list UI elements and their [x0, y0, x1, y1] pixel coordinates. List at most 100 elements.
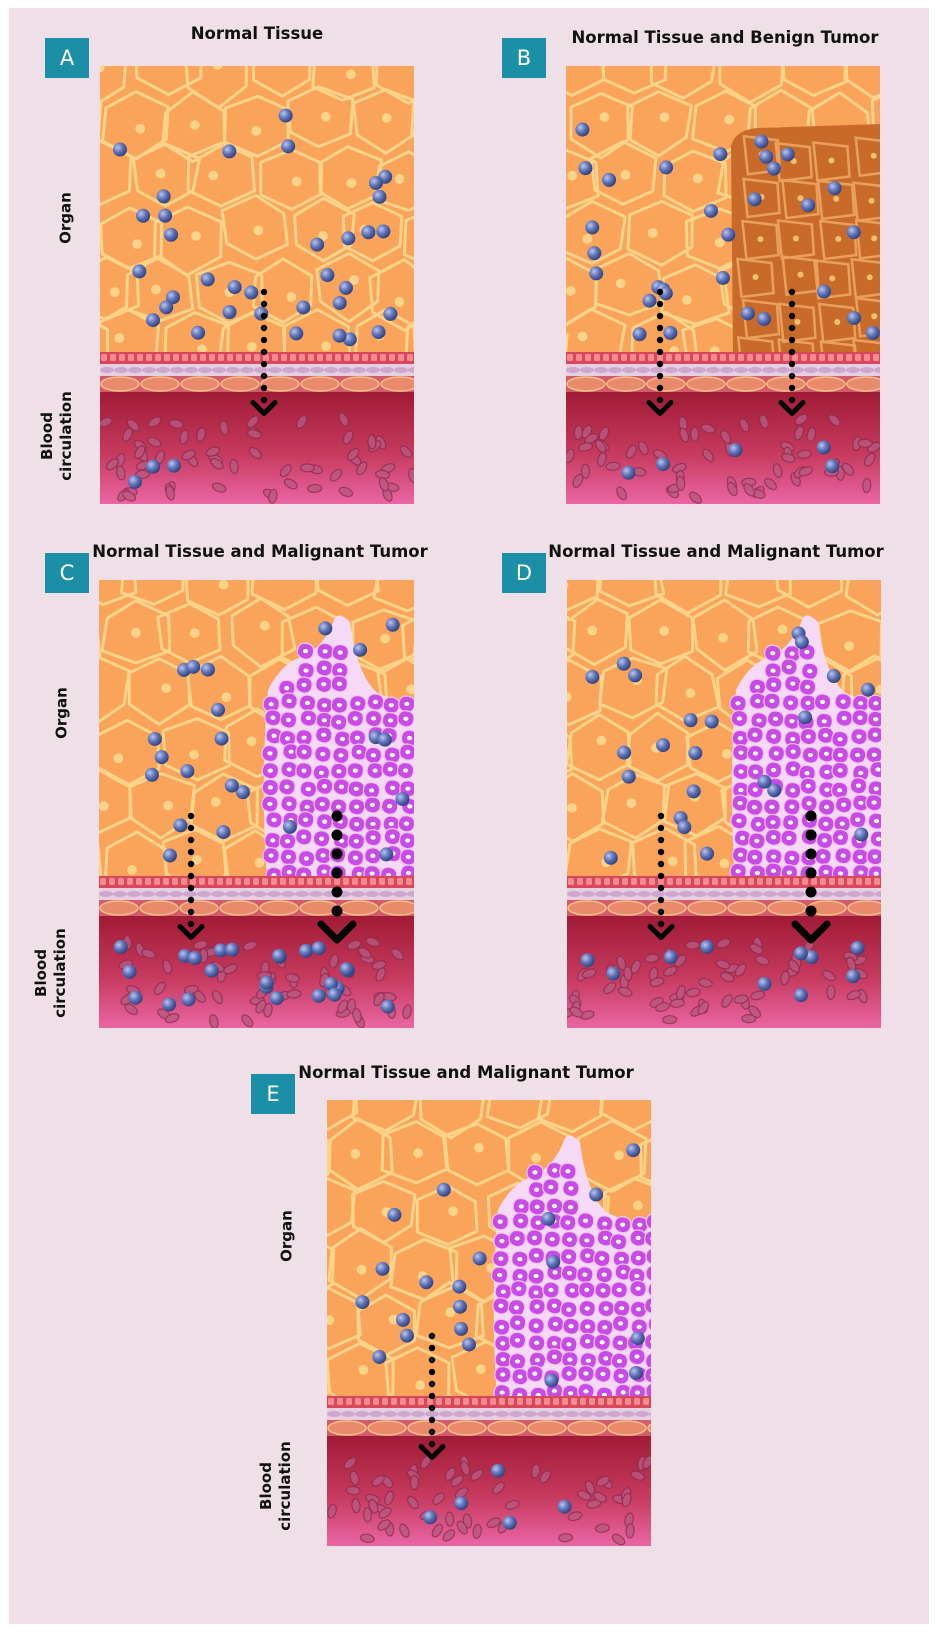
marker-particle: [704, 714, 719, 729]
marker-particle: [703, 203, 718, 218]
blood-label-line1: Blood: [257, 1462, 275, 1510]
marker-particle: [244, 285, 259, 300]
marker-particle: [128, 990, 143, 1005]
marker-particle: [385, 617, 400, 632]
marker-particle: [162, 848, 177, 863]
marker-particle: [580, 953, 595, 968]
marker-particle: [854, 827, 869, 842]
marker-particle: [339, 962, 354, 977]
marker-particle: [146, 459, 161, 474]
marker-particle: [740, 306, 755, 321]
malignant-tumor: [261, 615, 414, 884]
marker-particle: [621, 769, 636, 784]
tissue-diagram: [567, 580, 881, 1028]
marker-particle: [361, 225, 376, 240]
marker-particle: [541, 1211, 556, 1226]
marker-particle: [380, 999, 395, 1014]
marker-particle: [642, 293, 657, 308]
marker-particle: [211, 702, 226, 717]
blood-label-line2: circulation: [57, 391, 75, 481]
panel-a-badge: A: [45, 38, 89, 78]
benign-tumor: [731, 124, 880, 382]
marker-particle: [156, 189, 171, 204]
tissue-diagram: [327, 1100, 651, 1546]
marker-particle: [589, 1187, 604, 1202]
marker-particle: [721, 227, 736, 242]
marker-particle: [122, 964, 137, 979]
marker-particle: [757, 311, 772, 326]
marker-particle: [200, 272, 215, 287]
marker-particle: [502, 1515, 517, 1530]
blood-label-line2: circulation: [276, 1441, 294, 1531]
marker-particle: [338, 280, 353, 295]
marker-particle: [227, 280, 242, 295]
red-blood-cells: [100, 412, 414, 504]
marker-particle: [585, 669, 600, 684]
marker-particle: [715, 270, 730, 285]
panel-e-organ-label: Organ: [277, 1210, 296, 1262]
tissue-diagram: [100, 66, 414, 504]
marker-particle: [759, 149, 774, 164]
marker-particle: [224, 778, 239, 793]
marker-particle: [158, 208, 173, 223]
diffusion-arrow: [778, 288, 806, 416]
marker-particle: [144, 767, 159, 782]
marker-particle: [332, 328, 347, 343]
marker-particle: [621, 465, 636, 480]
marker-particle: [222, 304, 237, 319]
marker-particle: [589, 266, 604, 281]
marker-particle: [700, 939, 715, 954]
panel-b-badge: B: [502, 38, 546, 78]
tissue-diagram: [99, 580, 414, 1028]
marker-particle: [136, 208, 151, 223]
marker-particle: [827, 181, 842, 196]
marker-particle: [452, 1279, 467, 1294]
marker-particle: [320, 268, 335, 283]
marker-particle: [181, 992, 196, 1007]
marker-particle: [816, 440, 831, 455]
marker-particle: [757, 976, 772, 991]
marker-particle: [490, 1463, 505, 1478]
marker-particle: [281, 139, 296, 154]
panel-a-organ-label: Organ: [56, 192, 75, 244]
marker-particle: [191, 325, 206, 340]
marker-particle: [419, 1275, 434, 1290]
marker-particle: [278, 108, 293, 123]
marker-particle: [632, 327, 647, 342]
marker-particle: [272, 948, 287, 963]
panel-e-title: Normal Tissue and Malignant Tumor: [298, 1063, 634, 1082]
blood-circulation: [566, 392, 880, 504]
diffusion-arrow: [317, 810, 357, 944]
marker-particle: [216, 825, 231, 840]
marker-particle: [166, 458, 181, 473]
marker-particle: [399, 1328, 414, 1343]
tissue-diagram: [566, 66, 880, 504]
marker-particle: [453, 1299, 468, 1314]
marker-particle: [395, 791, 410, 806]
marker-particle: [371, 325, 386, 340]
blood-label-line1: Blood: [38, 412, 56, 460]
marker-particle: [663, 325, 678, 340]
panel-c-illustration: [99, 580, 414, 1028]
panel-c-blood-label: Blood circulation: [32, 928, 70, 1018]
marker-particle: [794, 635, 809, 650]
marker-particle: [146, 313, 161, 328]
marker-particle: [387, 1207, 402, 1222]
marker-particle: [383, 306, 398, 321]
marker-particle: [757, 774, 772, 789]
panel-e-blood-label: Blood circulation: [257, 1441, 295, 1531]
blood-label-line2: circulation: [51, 928, 69, 1018]
marker-particle: [372, 1349, 387, 1364]
marker-particle: [766, 161, 781, 176]
panel-c-title: Normal Tissue and Malignant Tumor: [92, 542, 428, 561]
marker-particle: [585, 220, 600, 235]
marker-particle: [222, 144, 237, 159]
marker-particle: [626, 1143, 641, 1158]
panel-c-badge: C: [45, 553, 89, 593]
marker-particle: [686, 784, 701, 799]
panel-b-title: Normal Tissue and Benign Tumor: [571, 28, 879, 47]
marker-particle: [628, 668, 643, 683]
panel-b-illustration: [566, 66, 880, 504]
marker-particle: [575, 122, 590, 137]
marker-particle: [546, 1254, 561, 1269]
